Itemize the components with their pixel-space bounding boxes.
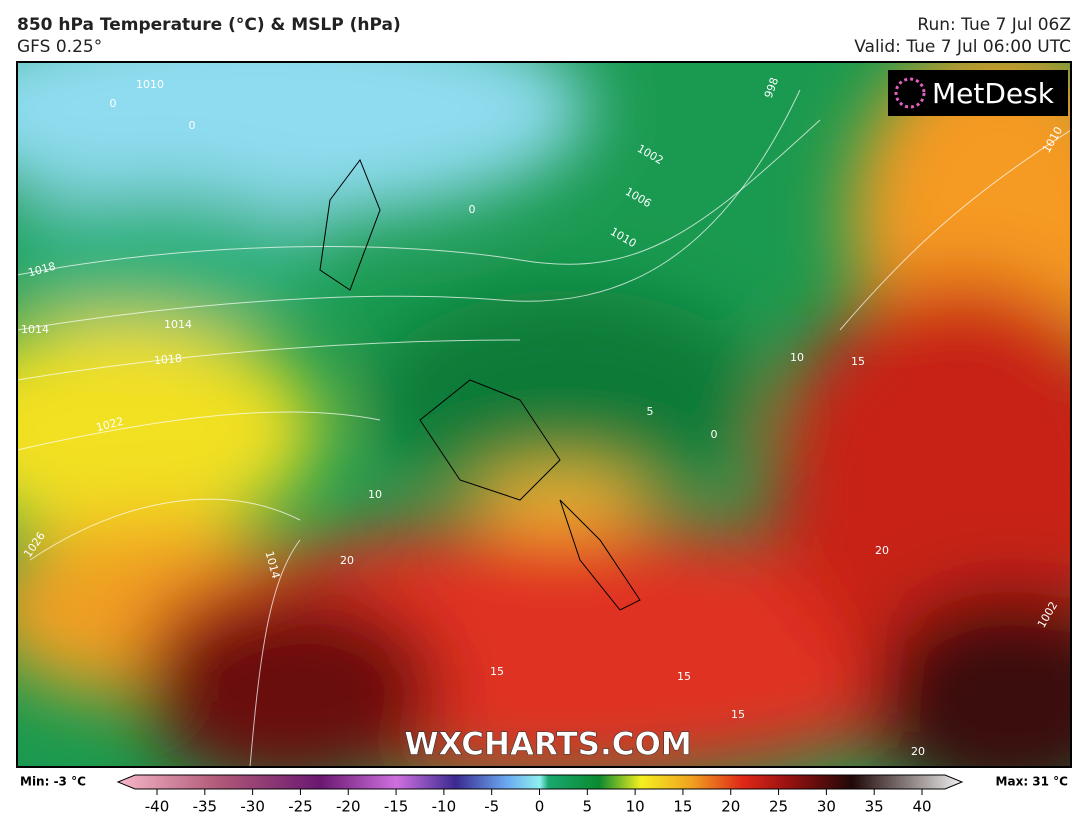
contour-label: 15 bbox=[490, 665, 504, 678]
colorbar-tick-label: 40 bbox=[912, 798, 931, 816]
colorbar-tick-label: -35 bbox=[193, 798, 218, 816]
contour-label: 20 bbox=[875, 544, 889, 557]
watermark: WXCHARTS.COM bbox=[404, 727, 691, 763]
colorbar-tick-label: -15 bbox=[384, 798, 409, 816]
contour-label: 10 bbox=[790, 351, 804, 364]
valid-time: Valid: Tue 7 Jul 06:00 UTC bbox=[854, 37, 1071, 57]
colorbar-tick-label: 25 bbox=[769, 798, 788, 816]
run-time: Run: Tue 7 Jul 06Z bbox=[917, 15, 1071, 35]
colorbar-tick-label: -25 bbox=[288, 798, 313, 816]
colorbar-tick-label: 35 bbox=[865, 798, 884, 816]
colorbar-tick-label: -30 bbox=[240, 798, 265, 816]
contour-label: 10 bbox=[368, 488, 382, 501]
contour-label: 0 bbox=[711, 428, 718, 441]
contour-label: 1014 bbox=[164, 318, 192, 331]
contour-label: 0 bbox=[189, 119, 196, 132]
contour-label: 0 bbox=[110, 97, 117, 110]
logo: MetDesk bbox=[932, 77, 1055, 110]
colorbar-tick-label: -10 bbox=[432, 798, 457, 816]
contour-label: 20 bbox=[911, 745, 925, 758]
contour-label: 1010 bbox=[136, 78, 164, 91]
colorbar-tick-label: 30 bbox=[817, 798, 836, 816]
subtitle: GFS 0.25° bbox=[17, 37, 102, 57]
max-label: Max: 31 °C bbox=[996, 775, 1069, 789]
contour-label: 1014 bbox=[21, 323, 49, 336]
colorbar-tick-label: -20 bbox=[336, 798, 361, 816]
colorbar-tick-label: 5 bbox=[583, 798, 593, 816]
colorbar-tick-label: 15 bbox=[673, 798, 692, 816]
contour-label: 15 bbox=[677, 670, 691, 683]
colorbar-tick-label: -40 bbox=[145, 798, 170, 816]
contour-label: 15 bbox=[731, 708, 745, 721]
colorbar-tick-label: 20 bbox=[721, 798, 740, 816]
colorbar-tick-label: 10 bbox=[626, 798, 645, 816]
colorbar-tick-label: 0 bbox=[535, 798, 545, 816]
contour-label: 0 bbox=[469, 203, 476, 216]
contour-label: 20 bbox=[340, 554, 354, 567]
contour-label: 5 bbox=[647, 405, 654, 418]
min-label: Min: -3 °C bbox=[20, 775, 86, 789]
colorbar-tick-label: -5 bbox=[484, 798, 499, 816]
contour-label: 1018 bbox=[153, 352, 182, 367]
map: 1018101410181022102610141014101000010021… bbox=[17, 62, 1071, 767]
title: 850 hPa Temperature (°C) & MSLP (hPa) bbox=[17, 15, 401, 35]
colorbar bbox=[116, 774, 964, 790]
contour-label: 15 bbox=[851, 355, 865, 368]
